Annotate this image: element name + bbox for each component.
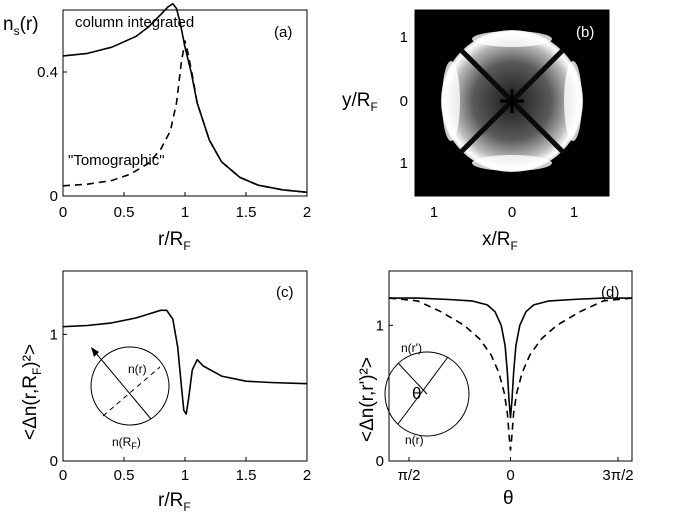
panel-a-xlabel-sub: F [183,239,190,253]
panel-b-xlabel-main: x/R [482,229,511,250]
inset-d-line-1 [397,356,449,425]
panel-d-x-ticks: π/2 0 3π/2 [398,457,634,484]
panel-c-x-tick-label: 0.5 [114,467,135,484]
panel-c-x-tick-label: 1.5 [236,467,257,484]
panel-d-label: (d) [601,284,619,301]
panel-d-xlabel: θ [503,488,514,509]
panel-b-label: (b) [576,24,594,41]
inset-d-line-2 [397,362,428,395]
panel-c-x-tick-label: 1 [181,467,189,484]
panel-d: π/2 0 3π/2 01 (d) n(r') θ n(r) <Δn(r,r')²>… [357,270,634,509]
panel-c-xlabel-sub: F [183,500,190,514]
panel-c-xlabel: r/RF [158,490,191,514]
panel-b-heatmap [441,30,583,172]
panel-a-x-tick-label: 2 [303,204,311,221]
panel-c-lines [62,309,308,415]
panel-c-y-tick-label: 0 [50,453,58,470]
inset-d-label-theta: θ [412,384,421,403]
panel-c-x-tick-label: 0 [59,467,67,484]
panel-a-label: (a) [274,24,292,41]
panel-d-y-ticks: 01 [376,317,393,470]
panel-a-ylabel-main: n [3,14,14,35]
panel-a-y-tick-label: 0.4 [37,64,58,81]
panel-d-ylabel: <Δn(r,r')²> [357,357,378,442]
panel-b-x-tick-label: 0 [508,204,516,221]
panel-b-ylabel-sub: F [371,100,378,114]
panel-c-frame [62,270,308,462]
panel-b-x-ticks: 1 0 1 [430,192,578,221]
inset-c-label-nrf-close: ) [137,435,141,449]
inset-c-circle [90,346,170,426]
panel-d-x-tick-label: 0 [506,467,514,484]
panel-c-x-tick-label: 2 [303,467,311,484]
panel-b-xlabel-sub: F [511,239,518,253]
panel-c-xlabel-main: r/R [158,490,183,511]
panel-d-x-tick-label: 3π/2 [602,467,633,484]
panel-c-ylabel-suffix: )²> [20,344,41,368]
panel-a-y-ticks: 00.4 [37,64,67,205]
panel-d-lines [388,297,633,451]
inset-c-label-nrf-main: n(R [112,435,132,449]
heatmap-center-cross [500,89,524,113]
inset-c-label-nr: n(r) [128,362,147,376]
inset-d-label-nrp: n(r') [401,341,422,355]
panel-d-y-tick-label: 1 [376,317,384,334]
panel-d-y-tick-label: 0 [376,453,384,470]
panel-a-ylabel: ns(r) [3,14,39,38]
panel-c-ylabel-sub: F [30,368,44,375]
panel-c-ylabel-main: <Δn(r,R [20,375,41,440]
heatmap-bright-left [442,61,460,141]
panel-a-ylabel-suffix: (r) [20,14,39,35]
panel-b-y-ticks: 1 0 1 [400,29,419,172]
panel-b-xlabel: x/RF [482,229,518,253]
panel-b-ylabel-main: y/R [342,90,371,111]
panel-a-x-tick-label: 1 [181,204,189,221]
panel-a-x-tick-label: 1.5 [236,204,257,221]
inset-c-arrowhead [91,347,99,357]
panel-a-x-tick-label: 0.5 [114,204,135,221]
inset-c-dashed-line [102,366,161,417]
panel-d-x-tick-label: π/2 [398,467,421,484]
panel-d-series-solid-line [389,297,632,419]
annotation-tomographic: "Tomographic" [68,152,165,169]
panel-a-xlabel-main: r/R [158,229,183,250]
panel-c-y-ticks: 01 [50,326,67,470]
panel-c-x-ticks: 0 0.5 1 1.5 2 [59,457,311,484]
panel-c-ylabel: <Δn(r,RF)²> [20,344,44,440]
heatmap-bright-bottom [472,155,552,171]
panel-b-y-tick-label: 1 [400,155,408,172]
panel-a-x-tick-label: 0 [59,204,67,221]
panel-c-label: (c) [276,284,294,301]
panel-a-x-ticks: 0 0.5 1 1.5 2 [59,192,311,221]
panel-a-ylabel-sub: s [14,24,20,38]
panel-c-series-solid-line [62,309,308,415]
panel-b-ylabel: y/RF [342,90,378,114]
heatmap-bright-top [472,31,552,47]
panel-a-xlabel: r/RF [158,229,191,253]
panel-d-series-dashed-line [388,297,633,451]
panel-b-y-tick-label: 0 [400,93,408,110]
panel-d-inset: n(r') θ n(r) [384,341,470,447]
panel-b-x-tick-label: 1 [570,204,578,221]
panel-a-series-solid-line [62,3,308,194]
inset-d-label-nr: n(r) [405,433,424,447]
panel-b-x-tick-label: 1 [430,204,438,221]
inset-c-label-nrf: n(RF) [112,435,141,451]
panel-a-y-tick-label: 0 [50,188,58,205]
inset-c-label-nrf-sub: F [131,441,137,451]
inset-d-circle [384,351,470,437]
panel-c-inset: n(r) n(RF) [90,346,170,451]
panel-a: 0 0.5 1 1.5 2 00.4 (a) column integrated "To… [3,3,311,253]
heatmap-bright-right [564,61,582,141]
annotation-column-integrated: column integrated [75,14,194,31]
panel-b-y-tick-label: 1 [400,29,408,46]
panel-c: 0 0.5 1 1.5 2 01 (c) n(r) n(RF) <Δn(r,RF)²> … [20,270,311,514]
panel-c-y-tick-label: 1 [50,326,58,343]
panel-a-series-dashed-line [62,40,308,194]
panel-a-lines [62,3,308,194]
inset-c-diameter-arrow [94,351,152,420]
panel-d-frame [388,270,633,462]
